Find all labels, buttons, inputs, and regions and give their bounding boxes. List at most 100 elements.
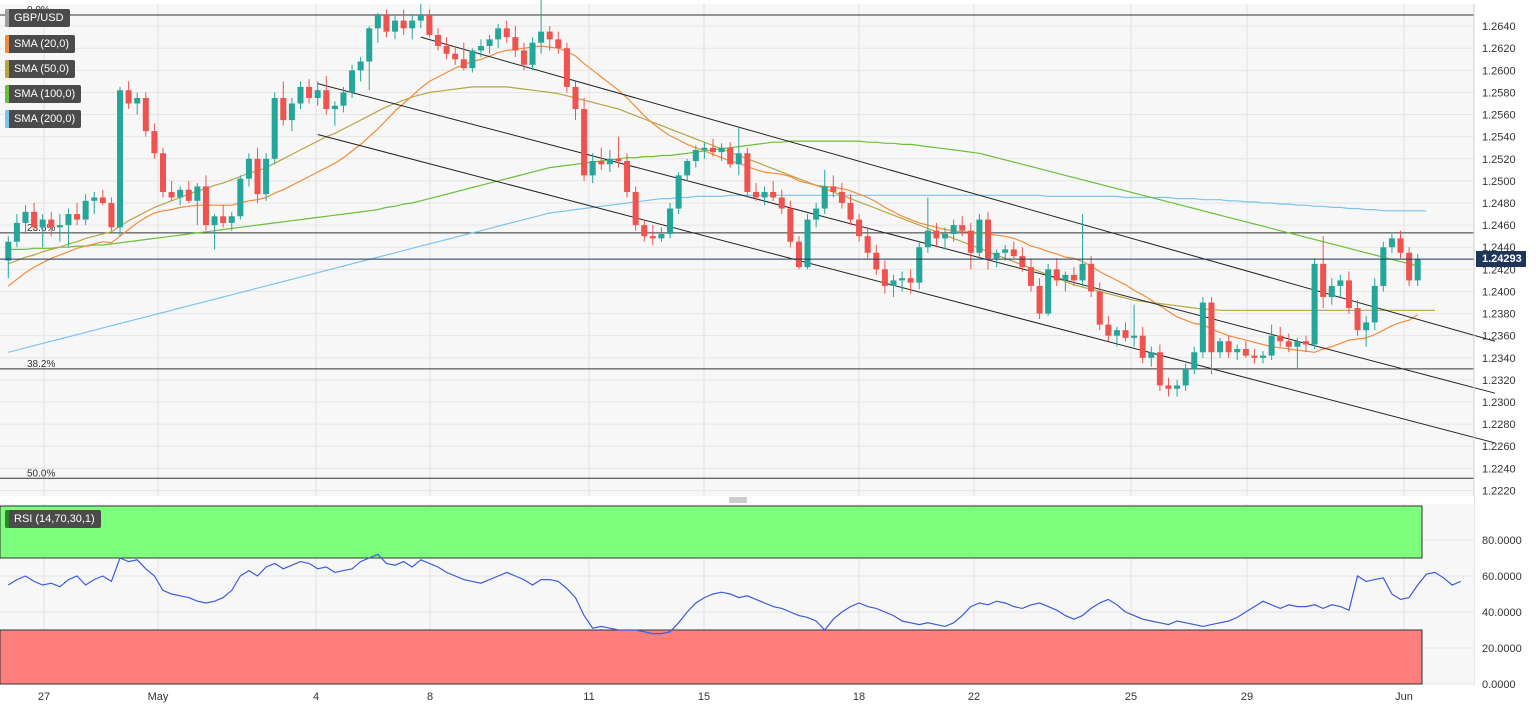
- candle: [1199, 296, 1206, 358]
- rsi-zones: [0, 505, 1423, 685]
- candle-body: [1251, 355, 1258, 358]
- candle-body: [1260, 355, 1267, 358]
- candle-body: [615, 158, 622, 161]
- candle-body: [297, 86, 304, 104]
- candle-body: [151, 131, 158, 154]
- candle-body: [813, 208, 820, 220]
- candle-body: [984, 219, 992, 259]
- candle-body: [1268, 335, 1275, 356]
- candle: [667, 203, 674, 239]
- candle-body: [1191, 352, 1198, 369]
- candle-body: [512, 37, 519, 51]
- candle-body: [306, 86, 313, 98]
- candle-body: [486, 39, 493, 47]
- candle: [48, 211, 55, 237]
- candle-body: [1131, 335, 1138, 338]
- price-tick-label: 1.2500: [1482, 176, 1516, 188]
- legend-symbol[interactable]: GBP/USD: [5, 9, 70, 27]
- time-axis: 27 May 4 8 11 15 18 22 25 29 Jun: [38, 691, 1413, 703]
- candle-body: [804, 219, 811, 268]
- candle: [1208, 296, 1215, 375]
- candle: [520, 42, 527, 71]
- candle-body: [1010, 249, 1017, 257]
- candle-body: [1337, 280, 1344, 286]
- candle: [1088, 256, 1095, 297]
- legend-sma100[interactable]: SMA (100,0): [5, 85, 82, 103]
- candle-body: [125, 90, 132, 104]
- candle-body: [1027, 267, 1034, 286]
- candle: [1053, 258, 1060, 286]
- candle-body: [520, 50, 527, 65]
- candle-body: [237, 178, 244, 217]
- candle: [787, 200, 794, 248]
- legend-sma20[interactable]: SMA (20,0): [5, 35, 76, 53]
- x-tick-label: 25: [1125, 691, 1137, 703]
- candle: [1406, 247, 1413, 286]
- candle: [1002, 245, 1009, 261]
- legend-rsi[interactable]: RSI (14,70,30,1): [5, 510, 101, 528]
- candle: [899, 271, 906, 292]
- candle-body: [254, 158, 261, 195]
- candle: [856, 214, 863, 242]
- rsi-tick-label: 40.0000: [1482, 607, 1522, 619]
- candle: [512, 26, 519, 58]
- candle-body: [31, 211, 38, 228]
- legend-sma50[interactable]: SMA (50,0): [5, 60, 76, 78]
- candle-body: [280, 97, 287, 121]
- candle: [950, 219, 957, 242]
- candle-body: [314, 90, 321, 98]
- candle: [288, 97, 295, 132]
- candle-body: [847, 203, 854, 220]
- candle-body: [684, 160, 691, 176]
- candle: [228, 211, 235, 231]
- candle-body: [1311, 263, 1318, 345]
- candle-body: [787, 208, 794, 242]
- candle-body: [830, 186, 837, 192]
- price-tick-label: 1.2400: [1482, 286, 1516, 298]
- candle: [1139, 326, 1146, 364]
- candle-body: [1199, 302, 1206, 353]
- candle: [1388, 233, 1395, 253]
- candle: [1337, 274, 1344, 297]
- candle-body: [1105, 324, 1112, 336]
- candle-body: [709, 147, 717, 153]
- price-tick-label: 1.2280: [1482, 419, 1516, 431]
- candle: [933, 222, 940, 248]
- candle: [443, 37, 450, 60]
- candle: [916, 241, 923, 290]
- candle: [821, 169, 828, 215]
- candle-body: [795, 241, 802, 268]
- rsi-axis: 80.0000 60.0000 40.0000 20.0000 0.0000: [1482, 535, 1522, 691]
- candle: [1113, 326, 1120, 347]
- candle: [1328, 278, 1335, 305]
- candle-body: [142, 97, 149, 132]
- candle-body: [856, 219, 863, 237]
- candle: [606, 149, 613, 173]
- candle-body: [82, 200, 89, 220]
- candle-body: [1088, 263, 1095, 292]
- candle-body: [1225, 341, 1232, 353]
- candle: [1397, 230, 1404, 259]
- candle-body: [950, 225, 957, 234]
- candle-body: [168, 191, 175, 198]
- legend-sma200[interactable]: SMA (200,0): [5, 110, 82, 128]
- candle: [314, 81, 321, 106]
- candle: [1225, 335, 1232, 358]
- legend-rsi-label: RSI (14,70,30,1): [14, 513, 95, 525]
- candle: [74, 203, 81, 226]
- panel-resize-handle[interactable]: [729, 497, 747, 503]
- candle: [1131, 304, 1138, 347]
- candle: [1320, 236, 1327, 309]
- candle: [477, 39, 484, 58]
- candle: [873, 245, 880, 275]
- candle: [1062, 271, 1069, 292]
- candle-body: [546, 31, 553, 40]
- candle: [1148, 346, 1155, 367]
- candle: [1156, 344, 1163, 391]
- price-tick-label: 1.2420: [1482, 264, 1516, 276]
- candle: [1070, 267, 1077, 286]
- candle-body: [907, 278, 914, 283]
- fibonacci-levels: 0.0%23.6%38.2%50.0%: [0, 5, 1474, 479]
- candle: [993, 249, 1000, 268]
